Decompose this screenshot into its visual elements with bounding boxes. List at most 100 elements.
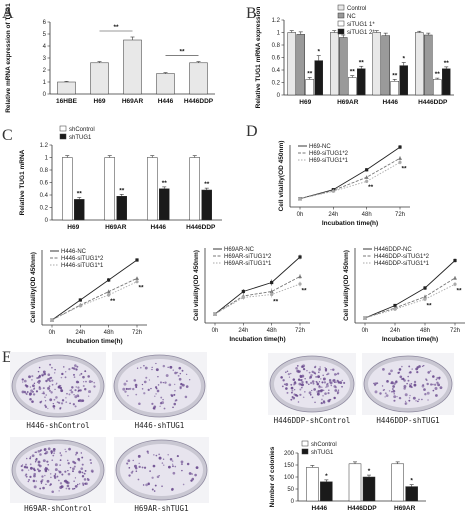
x-tick-label: 72h [295, 328, 305, 334]
legend-swatch [59, 133, 67, 140]
culture-dish-floor [118, 359, 201, 413]
colony-dot [410, 383, 413, 385]
legend-label: shControl [69, 127, 95, 133]
y-tick-label: 0 [291, 499, 295, 505]
colony-dot [294, 394, 298, 397]
colony-dot [291, 389, 294, 392]
colony-dot [125, 387, 128, 391]
colony-dot [172, 471, 176, 475]
y-tick-label: 0.6 [40, 181, 49, 187]
colony-dot [407, 379, 410, 382]
colony-dot [292, 378, 296, 381]
colony-dot [312, 382, 315, 385]
category-label: H446DDP [418, 99, 448, 106]
colony-dot [76, 394, 80, 397]
colony-dot [330, 381, 332, 383]
legend-swatch [301, 448, 309, 455]
colony-dot [67, 469, 69, 472]
colony-dot [141, 383, 144, 386]
colony-dot [51, 459, 54, 462]
colony-dot [290, 391, 293, 394]
colony-dot [128, 474, 131, 477]
colony-dot [138, 462, 140, 464]
series-line [299, 161, 401, 200]
colony-dot [83, 478, 87, 481]
colony-dot [170, 393, 173, 397]
bar [57, 81, 76, 95]
category-label: H446 [312, 505, 328, 512]
colony-dot [174, 465, 177, 468]
colony-dot [73, 376, 76, 378]
colony-dot [61, 473, 64, 476]
significance-label: ** [350, 69, 356, 76]
colony-dot [29, 457, 32, 460]
colony-dot [132, 387, 135, 391]
colony-dot [143, 392, 146, 395]
colony-dot [300, 379, 303, 382]
colony-dot [326, 384, 329, 388]
colony-dot [310, 374, 313, 377]
colony-dot [31, 391, 33, 393]
panel-label-b: B [246, 5, 257, 22]
colony-dot [297, 378, 301, 382]
colony-dot [417, 400, 419, 403]
data-point [107, 293, 111, 297]
bar [156, 73, 175, 95]
colony-dot [31, 400, 34, 403]
x-tick-label: 24h [390, 328, 400, 334]
colony-dot [60, 402, 64, 405]
colony-dot [320, 390, 323, 393]
colony-dot [64, 448, 66, 451]
panel-label-a: A [2, 5, 14, 22]
colony-dot [75, 453, 77, 456]
colony-dot [28, 375, 31, 379]
colony-dot [48, 385, 51, 388]
colony-dot [39, 487, 42, 490]
data-point [135, 258, 139, 262]
colony-dot [28, 479, 30, 481]
colony-dot [89, 459, 92, 462]
colony-dot [45, 394, 48, 396]
colony-dot [330, 384, 332, 387]
colony-dot [311, 396, 314, 399]
colony-dot [124, 390, 127, 393]
colony-dot [323, 381, 327, 384]
colony-dot [421, 398, 423, 401]
colony-dot [84, 370, 87, 373]
colony-dot [66, 392, 68, 395]
colony-dot [128, 466, 131, 469]
category-label: H446 [158, 98, 174, 105]
category-label: H446 [382, 99, 398, 106]
colony-dot [436, 381, 439, 385]
significance-label: ** [359, 59, 365, 66]
colony-dot [337, 389, 340, 391]
colony-dot [47, 463, 49, 466]
colony-dot [36, 377, 38, 379]
y-tick-label: 50 [287, 487, 294, 493]
colony-dot [30, 389, 33, 393]
colony-dot [160, 396, 163, 399]
colony-dot [88, 380, 92, 384]
y-tick-label: 0 [277, 93, 281, 99]
category-label: H69 [94, 98, 106, 105]
data-point [423, 286, 427, 290]
data-point [393, 307, 397, 311]
colony-dot [384, 392, 387, 395]
colony-dot [343, 381, 346, 385]
colony-dot [373, 383, 377, 387]
colony-dot [288, 376, 291, 378]
colony-dot [305, 380, 308, 384]
colony-dot [51, 383, 54, 386]
colony-dot [43, 448, 47, 451]
colony-dot [341, 385, 343, 388]
colony-dot [141, 388, 144, 390]
colony-dot [155, 362, 157, 365]
y-tick-label: 1.2 [272, 18, 281, 24]
colony-dot [81, 475, 85, 478]
colony-dot [59, 464, 61, 466]
panel-label-d: D [246, 123, 258, 140]
colony-dot [393, 382, 396, 385]
category-label: H446DDP [186, 224, 216, 231]
colony-dot [156, 475, 160, 479]
legend-label: H69-NC [309, 144, 331, 150]
